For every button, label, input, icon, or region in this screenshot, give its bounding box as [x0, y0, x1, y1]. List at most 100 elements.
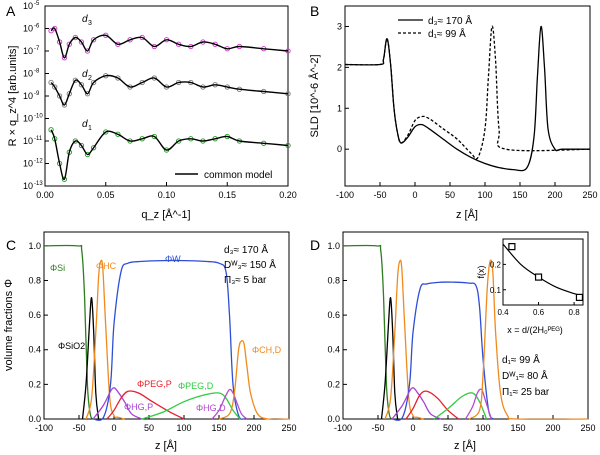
panel-b-xtick-label: 250 — [582, 190, 597, 200]
panel-a-ytick-exponent: -5 — [34, 1, 40, 7]
panel-a-label-d3: d — [82, 14, 88, 25]
panel-a-point-d2 — [90, 79, 97, 86]
panel-c-ytick-label: 0.2 — [28, 379, 41, 389]
panel-b-frame — [344, 5, 591, 187]
panel-c-letter: C — [6, 237, 16, 253]
panel-a-point-d3 — [84, 48, 91, 54]
panel-a-point-d2 — [66, 91, 72, 97]
panel-d-letter: D — [310, 237, 320, 253]
panel-b-xticks: -100 -50 0 50 100 150 200 250 — [336, 182, 598, 200]
panel-a-point-d3 — [90, 37, 97, 43]
panel-b-legend-2: d₁≈ 99 Å — [428, 27, 466, 40]
inset-xtick-label: 0.6 — [533, 308, 545, 317]
inset-ytick-label: 0.2 — [490, 260, 502, 269]
panel-a-model-line-d2 — [50, 74, 289, 106]
panel-c-line-hgd — [211, 388, 248, 420]
panel-c-line-hc — [85, 259, 125, 420]
panel-c-xtick-label: -100 — [35, 423, 53, 433]
inset-data-point — [534, 273, 543, 281]
panel-c-label-hgp: ΦHG,P — [124, 402, 153, 412]
panel-d: D z [Å] -100 -50 0 50 100 150 200 250 0.00.20.4… — [310, 231, 596, 452]
panel-a-point-d2 — [139, 79, 145, 86]
panel-d-line-pegp — [405, 390, 459, 420]
panel-c-label-pegp: ΦPEG,P — [137, 379, 172, 389]
panel-c-ytick-label: 0.0 — [28, 414, 41, 424]
panel-d-xtick-label: 100 — [475, 423, 490, 433]
panel-d-xtick-label: 200 — [545, 423, 560, 433]
panel-a-ytick-exponent: -13 — [34, 181, 43, 187]
panel-b-legend-1: d₃≈ 170 Å — [428, 14, 472, 27]
panel-b-xtick-label: 100 — [477, 190, 492, 200]
panel-a-model-line-d1 — [50, 129, 289, 181]
panel-c-xtick-label: 200 — [246, 423, 261, 433]
panel-d-series — [342, 244, 589, 421]
panel-d-line-chd — [468, 259, 589, 420]
panel-a-ytick-exponent: -11 — [34, 136, 43, 142]
panel-a-point-d2 — [84, 91, 91, 97]
panel-d-inset-frame — [502, 238, 584, 306]
panel-d-inset-ticks: 0.4 0.6 0.8 0.1 0.2 — [490, 260, 580, 317]
panel-a-letter: A — [6, 3, 16, 19]
panel-c-xtick-label: 0 — [111, 423, 116, 433]
panel-c-line-w — [92, 259, 245, 421]
panel-a-ytick-mantissa: 10 — [23, 181, 33, 191]
panel-c-line-hgp — [92, 387, 143, 420]
panel-a-ytick-exponent: -12 — [34, 159, 43, 165]
panel-d-xlabel: z [Å] — [454, 439, 476, 452]
panel-d-xtick-label: 250 — [580, 423, 595, 433]
panel-c-info-1: d₃≈ 170 Å — [224, 243, 268, 256]
inset-ytick-label: 0.1 — [490, 286, 502, 295]
panel-d-line-hc — [384, 259, 424, 420]
panel-c-xtick-label: -50 — [72, 423, 85, 433]
inset-data-point — [508, 243, 516, 251]
panel-a-point-d1 — [61, 176, 68, 182]
panel-a-label-d1: d — [82, 119, 88, 130]
panel-a-ytick-mantissa: 10 — [23, 46, 33, 56]
panel-c-info-2: Dᵂ₃≈ 150 Å — [224, 258, 276, 271]
panel-c-frame — [43, 231, 290, 420]
panel-d-info-2: Dᵂ₁≈ 80 Å — [502, 369, 548, 382]
panel-a-xtick-label: 0.20 — [279, 190, 297, 200]
panel-a-ytick-exponent: -8 — [34, 69, 40, 75]
panel-c-label-pegd: ΦPEG,D — [178, 381, 214, 391]
panel-d-info-3: Π₁≈ 25 bar — [502, 387, 550, 398]
panel-c-label-si: ΦSi — [50, 263, 65, 273]
panel-a-point-d3 — [48, 28, 54, 34]
panel-a-series — [48, 25, 291, 182]
inset-fit-line — [502, 243, 584, 297]
panel-a-ytick-mantissa: 10 — [23, 159, 33, 169]
panel-a-point-d2 — [56, 93, 63, 99]
panel-d-line-sio2 — [380, 297, 399, 420]
panel-c-yticks: 0.0 0.2 0.4 0.6 0.8 1.0 — [28, 241, 48, 424]
panel-c-xlabel: z [Å] — [155, 439, 177, 452]
panel-d-inset-xlabel: x = d/(2H₀ᴾᴱᴳ) — [507, 325, 562, 335]
panel-d-line-pegd — [433, 392, 488, 420]
panel-a-point-d2 — [78, 82, 85, 88]
panel-d-line-w — [391, 281, 495, 421]
panel-a-xtick-label: 0.15 — [218, 190, 236, 200]
panel-d-xticks: -100 -50 0 50 100 150 200 250 — [334, 415, 596, 433]
panel-b-ytick-label: 0 — [337, 144, 342, 154]
panel-c-label-w: ΦW — [165, 254, 181, 264]
panel-d-xtick-label: 0 — [410, 423, 415, 433]
panel-a-point-d1 — [48, 127, 54, 133]
panel-c-label-sio2: ΦSiO2 — [58, 341, 85, 351]
panel-c-ytick-label: 0.8 — [28, 275, 41, 285]
panel-a-label-d2-sub: 2 — [88, 75, 92, 82]
panel-d-yticks: 0.0 0.2 0.4 0.6 0.8 1.0 — [327, 241, 347, 424]
panel-d-line-hgd — [464, 388, 493, 420]
panel-d-inset-series — [502, 243, 584, 301]
panel-d-xtick-label: 50 — [443, 423, 453, 433]
panel-a-ytick-mantissa: 10 — [23, 1, 33, 11]
panel-a-xticks: 0.00 0.05 0.10 0.15 0.20 — [36, 182, 297, 200]
panel-d-ytick-label: 0.6 — [327, 310, 340, 320]
panel-a-xtick-label: 0.00 — [36, 190, 54, 200]
panel-a-model-line-d3 — [50, 27, 289, 59]
panel-a-label-d3-sub: 3 — [88, 20, 92, 27]
panel-d-ytick-label: 0.2 — [327, 379, 340, 389]
panel-c-xtick-label: 50 — [144, 423, 154, 433]
panel-a-point-d3 — [66, 41, 72, 47]
panel-c-xtick-label: 150 — [211, 423, 226, 433]
panel-c-xtick-label: 250 — [281, 423, 296, 433]
panel-d-line-si — [342, 244, 393, 420]
